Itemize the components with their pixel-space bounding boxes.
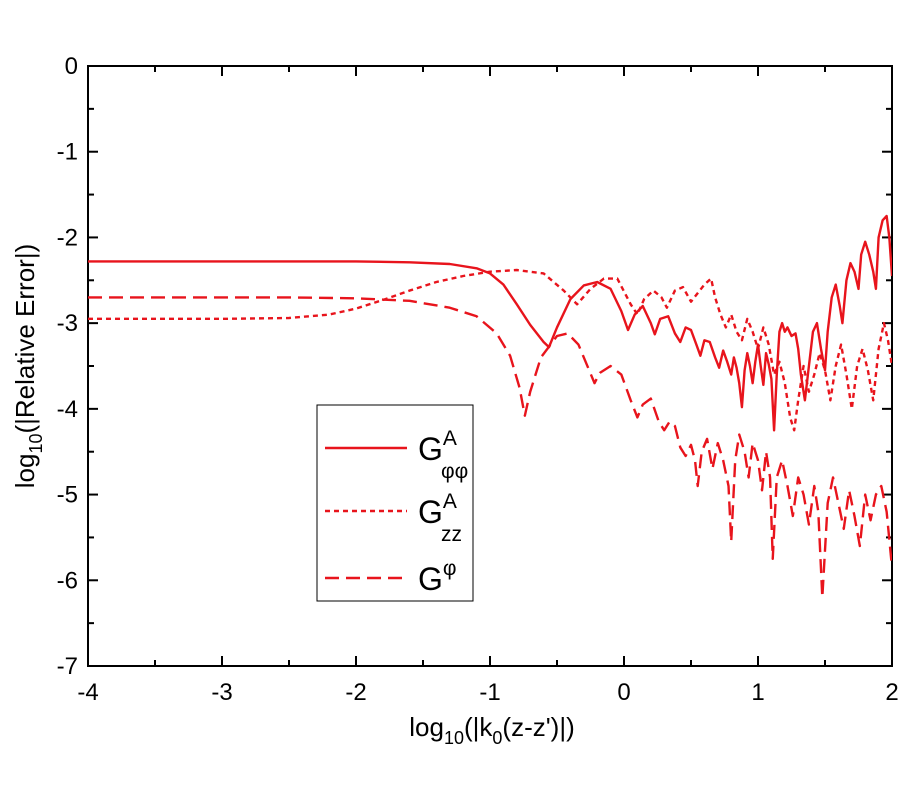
x-tick-label: 1 [751, 679, 764, 706]
x-tick-label: -4 [77, 679, 98, 706]
legend-box [316, 404, 474, 602]
x-tick-label: -2 [345, 679, 366, 706]
x-tick-label: -1 [479, 679, 500, 706]
y-tick-label: -5 [57, 482, 78, 509]
legend-label-3: Gφ [418, 557, 457, 597]
x-tick-label: -3 [211, 679, 232, 706]
tick-labels: -4 -3 -2 -1 0 1 2 0 -1 -2 -3 -4 -5 -6 -7 [57, 53, 899, 706]
x-tick-label: 2 [885, 679, 898, 706]
y-tick-label: 0 [65, 53, 78, 80]
axis-ticks [87, 65, 893, 667]
legend-label-1: GA φφ [418, 427, 468, 483]
x-tick-label: 0 [617, 679, 630, 706]
y-axis-title: log10(|Relative Error|) [10, 244, 46, 489]
y-tick-label: -7 [57, 653, 78, 680]
series-lines [88, 214, 892, 599]
legend: GA φφ GA zz Gφ [316, 404, 474, 602]
legend-items: GA φφ GA zz Gφ [325, 427, 468, 597]
series-line-1 [88, 214, 892, 432]
series-line-2 [88, 268, 892, 432]
y-tick-label: -1 [57, 139, 78, 166]
legend-label-2: GA zz [418, 490, 462, 546]
y-tick-label: -4 [57, 396, 78, 423]
y-tick-label: -3 [57, 310, 78, 337]
x-axis-title: log10(|k0(z-z')|) [409, 712, 575, 748]
y-tick-label: -6 [57, 567, 78, 594]
plot-frame [87, 65, 893, 667]
series-line-3 [88, 296, 892, 599]
y-tick-label: -2 [57, 224, 78, 251]
